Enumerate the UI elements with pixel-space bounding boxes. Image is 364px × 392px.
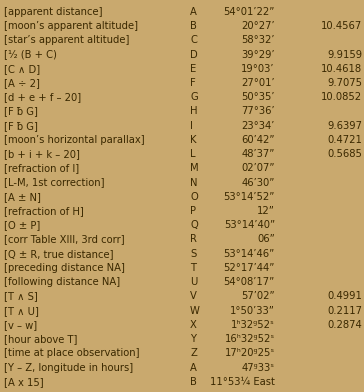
Text: C: C bbox=[190, 35, 197, 45]
Text: 39°29’: 39°29’ bbox=[241, 49, 275, 60]
Text: 54°01’22”: 54°01’22” bbox=[223, 7, 275, 17]
Text: X: X bbox=[190, 320, 197, 330]
Text: 54°08’17”: 54°08’17” bbox=[223, 277, 275, 287]
Text: [T ∧ U]: [T ∧ U] bbox=[4, 306, 39, 316]
Text: [O ± P]: [O ± P] bbox=[4, 220, 41, 230]
Text: 57’02”: 57’02” bbox=[241, 291, 275, 301]
Text: [¹⁄₂ (B + C): [¹⁄₂ (B + C) bbox=[4, 49, 57, 60]
Text: Q: Q bbox=[190, 220, 198, 230]
Text: [following distance NA]: [following distance NA] bbox=[4, 277, 120, 287]
Text: 9.7075: 9.7075 bbox=[327, 78, 362, 88]
Text: A: A bbox=[190, 363, 197, 372]
Text: H: H bbox=[190, 106, 198, 116]
Text: O: O bbox=[190, 192, 198, 202]
Text: R: R bbox=[190, 234, 197, 245]
Text: 19°03’: 19°03’ bbox=[241, 64, 275, 74]
Text: [time at place observation]: [time at place observation] bbox=[4, 348, 140, 358]
Text: Z: Z bbox=[190, 348, 197, 358]
Text: N: N bbox=[190, 178, 198, 187]
Text: [A x 15]: [A x 15] bbox=[4, 377, 44, 387]
Text: [corr Table XIII, 3rd corr]: [corr Table XIII, 3rd corr] bbox=[4, 234, 125, 245]
Text: L: L bbox=[190, 149, 195, 159]
Text: 58°32’: 58°32’ bbox=[241, 35, 275, 45]
Text: 27°01’: 27°01’ bbox=[241, 78, 275, 88]
Text: 10.4618: 10.4618 bbox=[321, 64, 362, 74]
Text: T: T bbox=[190, 263, 196, 273]
Text: 77°36’: 77°36’ bbox=[241, 106, 275, 116]
Text: [moon’s apparent altitude]: [moon’s apparent altitude] bbox=[4, 21, 138, 31]
Text: [Y – Z, longitude in hours]: [Y – Z, longitude in hours] bbox=[4, 363, 134, 372]
Text: 0.2117: 0.2117 bbox=[327, 306, 362, 316]
Text: A: A bbox=[190, 7, 197, 17]
Text: [preceding distance NA]: [preceding distance NA] bbox=[4, 263, 125, 273]
Text: E: E bbox=[190, 64, 196, 74]
Text: 1°50’33”: 1°50’33” bbox=[230, 306, 275, 316]
Text: [refraction of H]: [refraction of H] bbox=[4, 206, 84, 216]
Text: D: D bbox=[190, 49, 198, 60]
Text: 1ʰ32ᵍ52ˢ: 1ʰ32ᵍ52ˢ bbox=[231, 320, 275, 330]
Text: 9.6397: 9.6397 bbox=[327, 121, 362, 131]
Text: 53°14’40”: 53°14’40” bbox=[224, 220, 275, 230]
Text: [Q ± R, true distance]: [Q ± R, true distance] bbox=[4, 249, 114, 259]
Text: B: B bbox=[190, 21, 197, 31]
Text: [F ƀ G]: [F ƀ G] bbox=[4, 121, 38, 131]
Text: Y: Y bbox=[190, 334, 196, 344]
Text: [apparent distance]: [apparent distance] bbox=[4, 7, 103, 17]
Text: 16ʰ32ᵍ52ˢ: 16ʰ32ᵍ52ˢ bbox=[225, 334, 275, 344]
Text: 52°17’44”: 52°17’44” bbox=[223, 263, 275, 273]
Text: [A ÷ 2]: [A ÷ 2] bbox=[4, 78, 40, 88]
Text: [moon’s horizontal parallax]: [moon’s horizontal parallax] bbox=[4, 135, 145, 145]
Text: U: U bbox=[190, 277, 197, 287]
Text: 06”: 06” bbox=[257, 234, 275, 245]
Text: B: B bbox=[190, 377, 197, 387]
Text: 9.9159: 9.9159 bbox=[327, 49, 362, 60]
Text: I: I bbox=[190, 121, 193, 131]
Text: [refraction of I]: [refraction of I] bbox=[4, 163, 79, 173]
Text: 47ᵍ33ˢ: 47ᵍ33ˢ bbox=[242, 363, 275, 372]
Text: [star’s apparent altitude]: [star’s apparent altitude] bbox=[4, 35, 130, 45]
Text: P: P bbox=[190, 206, 196, 216]
Text: 46’30”: 46’30” bbox=[241, 178, 275, 187]
Text: 10.0852: 10.0852 bbox=[321, 92, 362, 102]
Text: V: V bbox=[190, 291, 197, 301]
Text: 17ʰ20ᵍ25ˢ: 17ʰ20ᵍ25ˢ bbox=[225, 348, 275, 358]
Text: [v – w]: [v – w] bbox=[4, 320, 37, 330]
Text: G: G bbox=[190, 92, 198, 102]
Text: [d + e + f – 20]: [d + e + f – 20] bbox=[4, 92, 82, 102]
Text: [F ƀ G]: [F ƀ G] bbox=[4, 106, 38, 116]
Text: 53°14’52”: 53°14’52” bbox=[223, 192, 275, 202]
Text: 12”: 12” bbox=[257, 206, 275, 216]
Text: 48’37”: 48’37” bbox=[241, 149, 275, 159]
Text: 0.4991: 0.4991 bbox=[327, 291, 362, 301]
Text: [L-M, 1st correction]: [L-M, 1st correction] bbox=[4, 178, 105, 187]
Text: 0.2874: 0.2874 bbox=[328, 320, 362, 330]
Text: [hour above T]: [hour above T] bbox=[4, 334, 78, 344]
Text: 20°27’: 20°27’ bbox=[241, 21, 275, 31]
Text: [C ∧ D]: [C ∧ D] bbox=[4, 64, 40, 74]
Text: F: F bbox=[190, 78, 196, 88]
Text: 10.4567: 10.4567 bbox=[321, 21, 362, 31]
Text: W: W bbox=[190, 306, 200, 316]
Text: 23°34’: 23°34’ bbox=[241, 121, 275, 131]
Text: 0.4721: 0.4721 bbox=[327, 135, 362, 145]
Text: [b + i + k – 20]: [b + i + k – 20] bbox=[4, 149, 80, 159]
Text: M: M bbox=[190, 163, 199, 173]
Text: S: S bbox=[190, 249, 196, 259]
Text: K: K bbox=[190, 135, 197, 145]
Text: 50°35’: 50°35’ bbox=[241, 92, 275, 102]
Text: 02’07”: 02’07” bbox=[241, 163, 275, 173]
Text: 11°53¼ East: 11°53¼ East bbox=[210, 377, 275, 387]
Text: [T ∧ S]: [T ∧ S] bbox=[4, 291, 38, 301]
Text: [A ± N]: [A ± N] bbox=[4, 192, 41, 202]
Text: 60’42”: 60’42” bbox=[241, 135, 275, 145]
Text: 53°14’46”: 53°14’46” bbox=[223, 249, 275, 259]
Text: 0.5685: 0.5685 bbox=[327, 149, 362, 159]
